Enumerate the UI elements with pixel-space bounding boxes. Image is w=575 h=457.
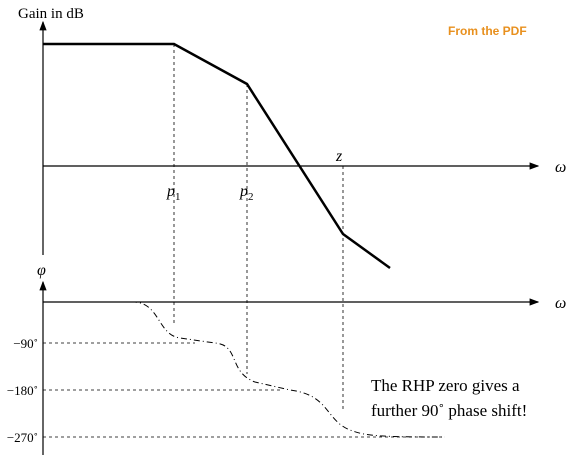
source-note: From the PDF <box>448 24 527 38</box>
p2-label: p2 <box>239 183 254 203</box>
level-label: −90˚ <box>13 336 38 351</box>
level-label: −270˚ <box>7 430 38 445</box>
p2-main: p <box>239 183 248 200</box>
z-label: z <box>335 148 343 165</box>
gain-x-label: ω <box>555 159 566 176</box>
annotation-line: further 90˚ phase shift! <box>371 401 527 420</box>
p1-main: p <box>166 183 175 200</box>
gain-y-label: Gain in dB <box>18 6 84 22</box>
level-label: −180˚ <box>7 383 38 398</box>
phase-curve <box>105 301 446 438</box>
phase-y-label: φ <box>37 262 46 279</box>
p1-sub: 1 <box>175 191 181 203</box>
p2-sub: 2 <box>248 191 254 203</box>
p1-label: p1 <box>166 183 181 203</box>
annotation-line: The RHP zero gives a <box>371 376 520 395</box>
phase-x-label: ω <box>555 295 566 312</box>
